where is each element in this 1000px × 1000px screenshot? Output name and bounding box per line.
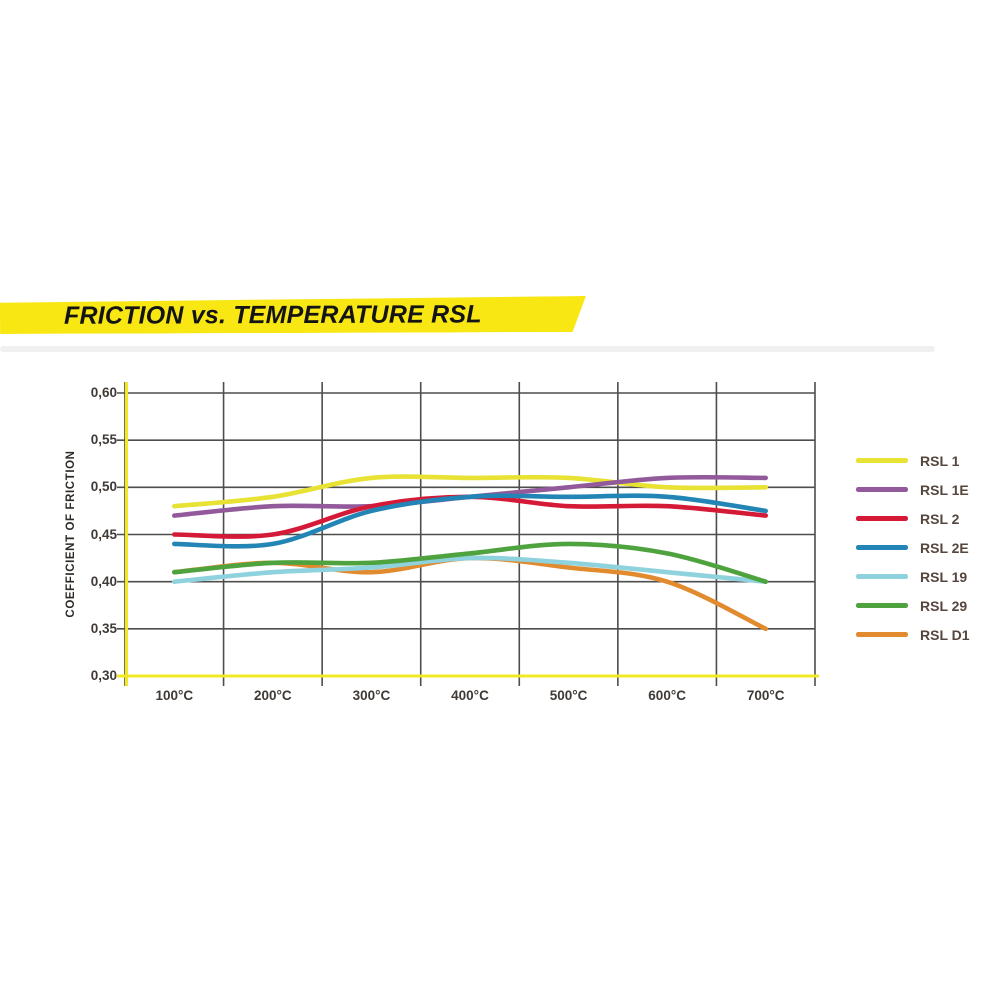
x-tick-label: 300°C xyxy=(352,688,391,703)
legend-swatch xyxy=(856,632,908,637)
legend-item-rsl-2e: RSL 2E xyxy=(856,533,970,562)
legend-item-rsl-1e: RSL 1E xyxy=(856,475,970,504)
series-line-rsl-29 xyxy=(172,541,768,584)
y-tick-label: 0,50 xyxy=(90,479,117,495)
y-tick-label: 0,35 xyxy=(90,620,117,636)
legend: RSL 1 RSL 1E RSL 2 RSL 2E RSL 19 RSL 29 RSL D1 xyxy=(856,446,970,649)
y-tick-label: 0,45 xyxy=(90,526,117,542)
legend-swatch xyxy=(856,458,908,463)
legend-swatch xyxy=(856,516,908,521)
x-tick-label: 600°C xyxy=(648,688,686,703)
x-tick-label: 700°C xyxy=(746,688,785,703)
series-line-rsl-2e xyxy=(172,493,768,549)
legend-item-rsl-d1: RSL D1 xyxy=(856,620,970,649)
banner-shadow-strip xyxy=(0,346,935,352)
legend-swatch xyxy=(856,603,908,608)
legend-label: RSL 1E xyxy=(920,481,969,498)
y-tick-label: 0,60 xyxy=(90,385,117,400)
series-line-rsl-1 xyxy=(172,474,768,509)
x-tick-label: 400°C xyxy=(451,688,489,703)
y-tick-label: 0,40 xyxy=(90,573,117,589)
legend-item-rsl-1: RSL 1 xyxy=(856,446,970,475)
legend-item-rsl-19: RSL 19 xyxy=(856,562,970,591)
x-tick-label: 200°C xyxy=(254,688,292,703)
legend-swatch xyxy=(856,487,908,492)
x-tick-label: 500°C xyxy=(549,688,588,703)
legend-label: RSL 29 xyxy=(920,597,968,614)
series-line-rsl-d1 xyxy=(172,555,768,632)
legend-item-rsl-29: RSL 29 xyxy=(856,591,970,620)
legend-label: RSL 19 xyxy=(920,568,968,585)
legend-swatch xyxy=(856,545,908,550)
legend-label: RSL 1 xyxy=(920,452,960,469)
series-line-rsl-2 xyxy=(172,494,768,539)
legend-item-rsl-2: RSL 2 xyxy=(856,504,970,533)
legend-label: RSL 2E xyxy=(920,539,969,556)
legend-swatch xyxy=(856,574,908,579)
y-tick-label: 0,55 xyxy=(90,432,117,448)
legend-label: RSL 2 xyxy=(920,510,960,527)
series-line-rsl-19 xyxy=(172,555,768,584)
legend-label: RSL D1 xyxy=(920,626,970,643)
x-tick-label: 100°C xyxy=(155,688,194,703)
y-tick-label: 0,30 xyxy=(90,668,117,683)
